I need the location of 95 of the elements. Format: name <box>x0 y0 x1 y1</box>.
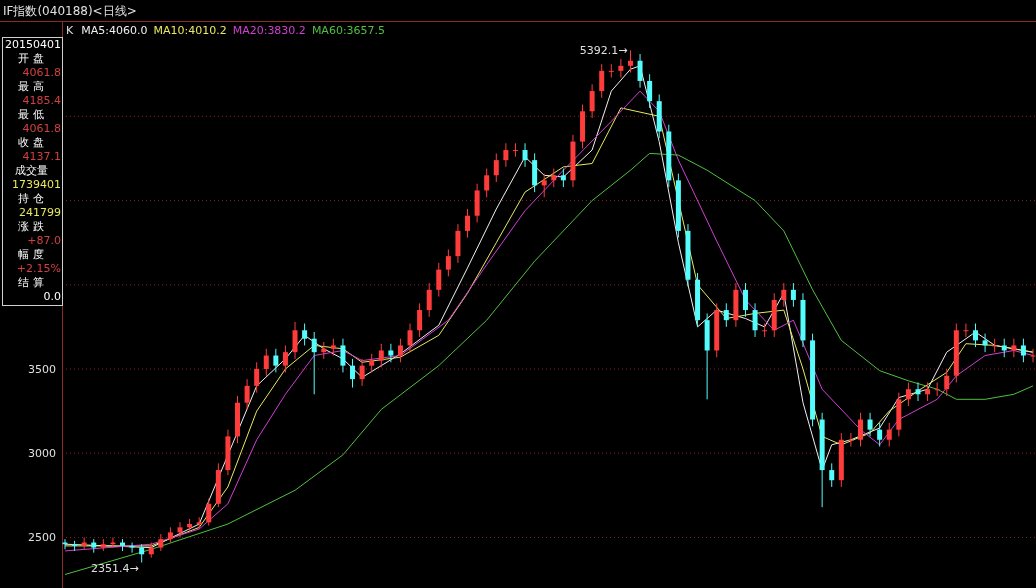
text: 成交量 <box>14 164 48 177</box>
candlestick <box>1030 348 1036 363</box>
candlestick <box>177 521 183 538</box>
candlestick <box>857 412 863 447</box>
candlestick <box>350 358 356 389</box>
candlestick <box>982 333 988 353</box>
candlestick <box>493 152 499 183</box>
candlestick <box>1011 338 1017 358</box>
y-tick-label: 3500 <box>28 363 56 377</box>
candlestick <box>522 142 528 168</box>
candlestick <box>541 173 547 198</box>
candlestick <box>551 168 557 188</box>
candlestick <box>905 381 911 407</box>
candlestick <box>848 432 854 447</box>
text: MA60:3657.5 <box>311 24 386 37</box>
text: 开 盘 <box>18 52 44 65</box>
candlestick <box>369 353 375 373</box>
text: 结 算 <box>18 276 44 289</box>
text: 收 盘 <box>18 136 44 149</box>
candlestick <box>282 344 288 373</box>
candlestick <box>484 168 490 198</box>
candlestick <box>781 282 787 308</box>
candlestick <box>417 302 423 338</box>
text: MA10:4010.2 <box>153 24 227 37</box>
candlestick <box>627 49 633 74</box>
text: 4185.4 <box>22 94 61 107</box>
candlestick <box>723 302 729 328</box>
candlestick <box>915 381 921 402</box>
line-series <box>64 152 1034 575</box>
candlestick <box>254 361 260 394</box>
candlestick <box>503 142 509 168</box>
candlestick <box>608 63 614 79</box>
text: +87.0 <box>27 234 61 247</box>
candlestick <box>263 348 269 377</box>
text: MA20:3830.2 <box>232 24 306 37</box>
candlestick <box>618 58 624 79</box>
candlestick <box>407 323 413 353</box>
candlestick <box>273 348 279 373</box>
candlestick <box>829 462 835 488</box>
y-tick-label: 3000 <box>28 447 56 461</box>
candlestick <box>426 282 432 318</box>
candlestick <box>465 208 471 239</box>
candlestick <box>302 323 308 346</box>
candlestick <box>867 412 873 437</box>
candlestick <box>378 343 384 368</box>
candlestick <box>292 321 298 360</box>
candlestick <box>397 338 403 363</box>
candlestick <box>560 168 566 188</box>
candlestick <box>512 142 518 158</box>
candlestick <box>1020 338 1026 363</box>
candlestick <box>877 422 883 447</box>
candlestick <box>992 338 998 353</box>
candlestick <box>762 323 768 338</box>
text: 4137.1 <box>22 150 61 163</box>
candlestick <box>934 381 940 397</box>
y-tick-label: 2500 <box>28 531 56 545</box>
candlestick <box>589 83 595 119</box>
candlestick <box>963 323 969 338</box>
candlestick <box>1001 338 1007 358</box>
candlestick <box>340 338 346 373</box>
text: MA5:4060.0 <box>81 24 148 37</box>
candlestick <box>790 282 796 308</box>
text: 1739401 <box>12 178 61 191</box>
text: 涨 跌 <box>18 220 44 233</box>
candlestick <box>742 282 748 318</box>
annotation: 2351.4→ <box>90 562 139 576</box>
candlestick <box>925 381 931 402</box>
text: +2.15% <box>16 262 61 275</box>
candlestick <box>129 542 135 554</box>
text: 4061.8 <box>22 66 61 79</box>
candlestick <box>647 73 653 109</box>
candlestick <box>388 343 394 363</box>
candlestick <box>436 262 442 298</box>
candlestick <box>311 331 317 395</box>
candlestick <box>445 248 451 277</box>
candlestick <box>244 378 250 410</box>
legend-title: K <box>66 24 74 37</box>
text: 20150401 <box>5 38 61 51</box>
candlestick <box>359 358 365 387</box>
candlestick <box>637 53 643 89</box>
candlestick <box>973 323 978 348</box>
candlestick <box>886 422 892 447</box>
text: 0.0 <box>43 290 61 303</box>
text: 持 仓 <box>18 192 44 205</box>
text: 4061.8 <box>22 122 61 135</box>
candlestick <box>599 63 605 99</box>
annotation: 5392.1→ <box>579 44 628 58</box>
chart-title: IF指数(040188)<日线> <box>3 4 137 18</box>
candlestick <box>944 368 950 397</box>
candlestick <box>752 302 758 338</box>
text: 最 低 <box>18 108 44 121</box>
text: 幅 度 <box>18 248 44 261</box>
text: 241799 <box>19 206 61 219</box>
candlestick <box>206 498 212 527</box>
text: 最 高 <box>18 80 44 93</box>
